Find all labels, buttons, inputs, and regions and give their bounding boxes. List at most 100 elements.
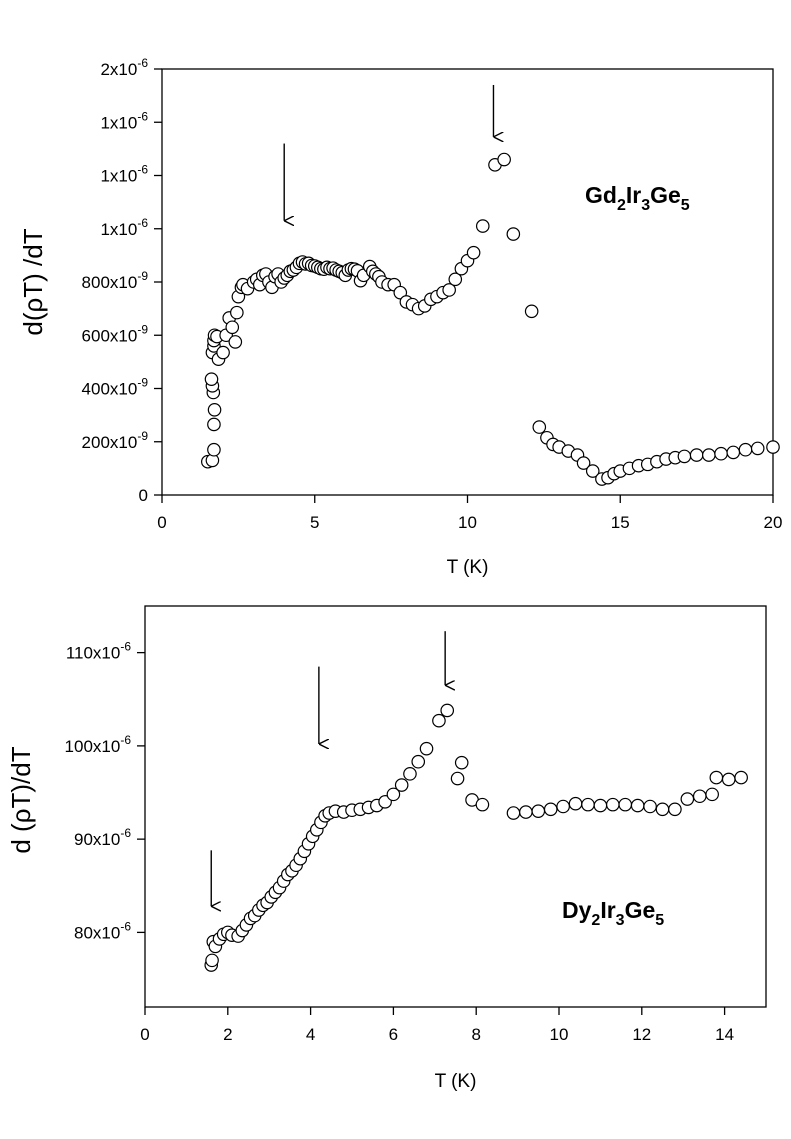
data-point: [531, 804, 546, 818]
y-tick-mantissa: 1x10: [100, 167, 137, 186]
data-point: [543, 802, 558, 817]
x-tick-label: 0: [157, 513, 166, 532]
data-point: [689, 448, 704, 462]
x-tick-label: 15: [611, 513, 630, 532]
data-point: [448, 272, 463, 287]
data-point: [677, 449, 692, 464]
data-point: [207, 442, 221, 457]
data-point: [204, 372, 219, 386]
data-point: [721, 772, 736, 787]
y-tick-exponent: -6: [120, 733, 131, 747]
data-point: [738, 442, 753, 457]
data-point: [532, 420, 547, 434]
compound-subscript: 5: [655, 912, 664, 929]
compound-subscript: 2: [617, 197, 626, 214]
data-point: [411, 754, 426, 769]
data-point: [440, 703, 455, 718]
data-point: [386, 787, 401, 802]
data-point: [709, 770, 724, 785]
compound-element: Gd: [585, 182, 617, 208]
y-tick-mantissa: 90x10: [74, 830, 120, 849]
x-tick-label: 4: [306, 1025, 315, 1044]
compound-element: Ir: [600, 897, 615, 923]
data-point: [419, 741, 434, 756]
data-point: [454, 755, 469, 770]
x-tick-label: 0: [140, 1025, 149, 1044]
y-tick-mantissa: 800x10: [82, 273, 138, 292]
y-tick-mantissa: 1x10: [100, 113, 137, 132]
data-point: [475, 219, 490, 233]
compound-subscript: 5: [681, 197, 690, 214]
x-tick-label: 10: [458, 513, 477, 532]
x-tick-label: 6: [389, 1025, 398, 1044]
y-tick-exponent: -6: [137, 163, 148, 177]
y-tick-mantissa: 400x10: [82, 380, 138, 399]
data-point: [556, 799, 570, 814]
data-point: [506, 227, 521, 241]
data-point: [519, 805, 533, 819]
data-point: [750, 441, 765, 456]
y-axis-title: d (ρT)/dT: [6, 746, 36, 853]
y-tick-exponent: -6: [137, 56, 148, 70]
y-tick-exponent: -9: [137, 269, 148, 283]
y-tick-label: 2x10-6: [100, 56, 148, 79]
y-tick-mantissa: 600x10: [82, 326, 138, 345]
chart-panel-2: 0 2 4 6 8 10 12 1480x10-690x10-6100x10-6110x10-…: [6, 605, 767, 1092]
data-point: [205, 953, 219, 968]
y-tick-exponent: -6: [137, 216, 148, 230]
data-point: [207, 417, 221, 432]
y-tick-exponent: -9: [137, 376, 148, 390]
data-point: [618, 797, 633, 812]
data-point: [702, 448, 716, 462]
data-point: [432, 713, 446, 728]
data-point: [393, 285, 408, 300]
compound-subscript: 3: [641, 197, 650, 214]
y-tick-label: 400x10-9: [82, 376, 149, 399]
chart-panel-1: 0 5 10 15 200200x10-9400x10-9600x10-9800x10-…: [18, 56, 782, 578]
x-tick-label: 12: [632, 1025, 651, 1044]
data-point: [692, 789, 707, 804]
data-point: [228, 335, 243, 349]
data-point: [225, 320, 240, 335]
data-point: [207, 402, 222, 417]
data-point: [581, 797, 595, 812]
y-tick-label: 0: [139, 486, 148, 505]
data-point: [726, 445, 741, 460]
data-point: [230, 305, 244, 320]
data-point: [466, 245, 481, 260]
y-tick-exponent: -9: [137, 429, 148, 443]
x-tick-label: 14: [715, 1025, 734, 1044]
data-point: [734, 770, 748, 785]
y-tick-exponent: -6: [120, 919, 131, 933]
y-tick-mantissa: 2x10: [100, 60, 137, 79]
data-point: [442, 283, 456, 297]
data-point: [655, 802, 670, 817]
compound-element: Ir: [626, 182, 641, 208]
data-point: [766, 440, 780, 454]
y-tick-label: 110x10-6: [66, 640, 132, 663]
y-tick-label: 100x10-6: [65, 733, 132, 756]
y-tick-label: 200x10-9: [82, 429, 149, 452]
x-tick-label: 5: [310, 513, 319, 532]
y-tick-mantissa: 1x10: [100, 220, 137, 239]
data-point: [475, 797, 490, 812]
y-tick-exponent: -6: [120, 640, 131, 654]
y-tick-mantissa: 200x10: [82, 433, 138, 452]
data-point: [585, 464, 600, 478]
data-point: [524, 304, 539, 319]
data-point: [705, 787, 719, 802]
data-point: [403, 767, 417, 781]
data-point: [216, 345, 230, 360]
data-point: [714, 446, 728, 461]
x-tick-label: 20: [764, 513, 783, 532]
y-axis-title: d(ρT) /dT: [18, 228, 48, 335]
y-tick-label: 1x10-6: [100, 163, 148, 186]
y-tick-label: 1x10-6: [100, 109, 148, 132]
compound-label: Dy2Ir3Ge5: [562, 897, 664, 929]
data-point: [394, 778, 409, 792]
y-tick-label: 90x10-6: [74, 826, 131, 849]
data-point: [643, 799, 657, 814]
data-point: [568, 796, 583, 811]
